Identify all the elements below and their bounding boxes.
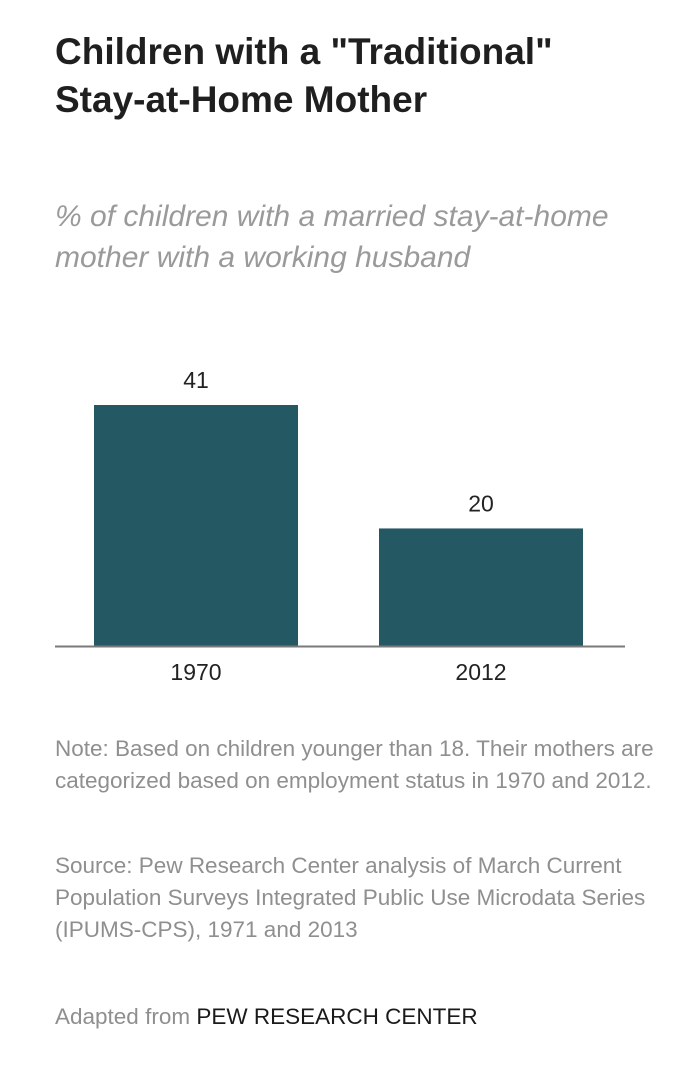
chart-note: Note: Based on children younger than 18.… — [55, 736, 654, 793]
chart-source: Source: Pew Research Center analysis of … — [55, 853, 646, 942]
credit-prefix: Adapted from — [55, 1004, 191, 1029]
bar-chart-svg: 41 1970 20 2012 — [55, 367, 625, 685]
bar-chart: 41 1970 20 2012 — [0, 350, 683, 700]
data-label-2012: 20 — [468, 490, 494, 516]
chart-title: Children with a "Traditional" Stay-at-Ho… — [55, 31, 553, 120]
credit-organization: PEW RESEARCH CENTER — [196, 1004, 478, 1029]
x-tick-label-2012: 2012 — [455, 659, 506, 685]
chart-credit: Adapted from PEW RESEARCH CENTER — [55, 1001, 478, 1033]
bar-1970 — [94, 405, 298, 646]
data-label-1970: 41 — [183, 367, 209, 393]
bar-2012 — [379, 528, 583, 646]
x-tick-label-1970: 1970 — [170, 659, 221, 685]
chart-subtitle: % of children with a married stay-at-hom… — [55, 200, 609, 274]
